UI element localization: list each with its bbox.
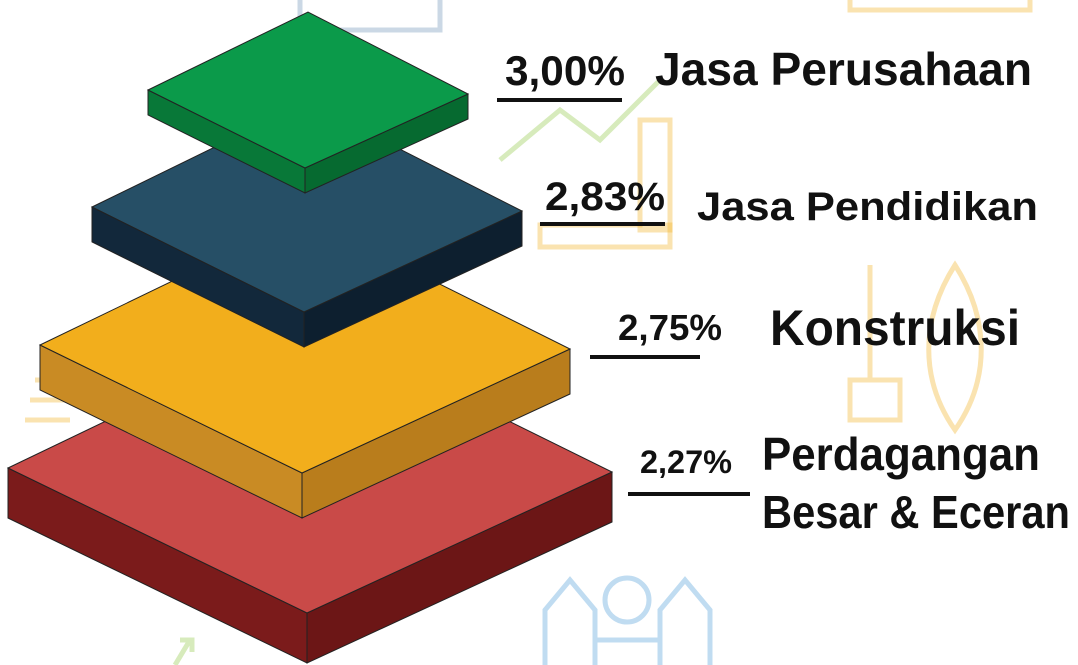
percentage: 2,75% (618, 307, 722, 348)
slab-top (146, 11, 470, 169)
sector-label: Besar & Eceran (762, 486, 1070, 538)
top-building (297, 0, 443, 33)
trend-arrow (498, 78, 662, 162)
top-card (847, 0, 1033, 13)
background-decor (25, 0, 1033, 665)
farm-icon (847, 260, 984, 435)
sector-label: Jasa Perusahaan (655, 43, 1032, 95)
percentage: 2,27% (640, 444, 732, 480)
coin-stack (637, 117, 673, 233)
small-arrow (172, 637, 195, 665)
sector-label: Jasa Pendidikan (697, 185, 1038, 229)
sector-label: Konstruksi (770, 300, 1020, 356)
labels: 3,00% Jasa Perusahaan 2,83% Jasa Pendidikan… (497, 43, 1070, 538)
percentage: 2,83% (545, 175, 665, 219)
growth-icon (542, 575, 713, 665)
sector-label: Perdagangan (762, 428, 1040, 480)
percentage: 3,00% (505, 47, 625, 94)
pyramid (6, 11, 614, 664)
